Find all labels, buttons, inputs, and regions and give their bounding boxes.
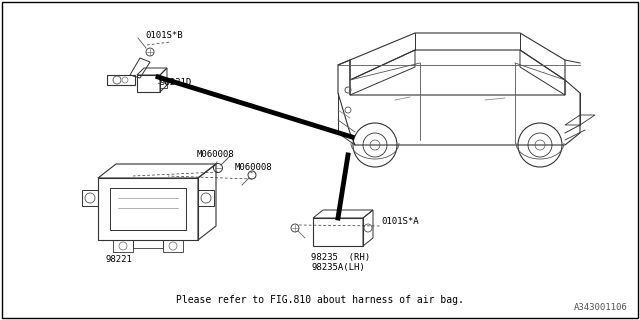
Text: 98221: 98221 — [106, 255, 133, 264]
Text: 98235  (RH): 98235 (RH) — [311, 253, 370, 262]
Text: 98235A(LH): 98235A(LH) — [311, 263, 365, 272]
Text: 0101S*B: 0101S*B — [145, 31, 182, 40]
Text: A343001106: A343001106 — [574, 303, 628, 312]
Text: 0101S*A: 0101S*A — [381, 217, 419, 226]
Text: 98231D: 98231D — [160, 78, 192, 87]
Text: Please refer to FIG.810 about harness of air bag.: Please refer to FIG.810 about harness of… — [176, 295, 464, 305]
Text: M060008: M060008 — [235, 163, 273, 172]
Text: M060008: M060008 — [197, 150, 235, 159]
